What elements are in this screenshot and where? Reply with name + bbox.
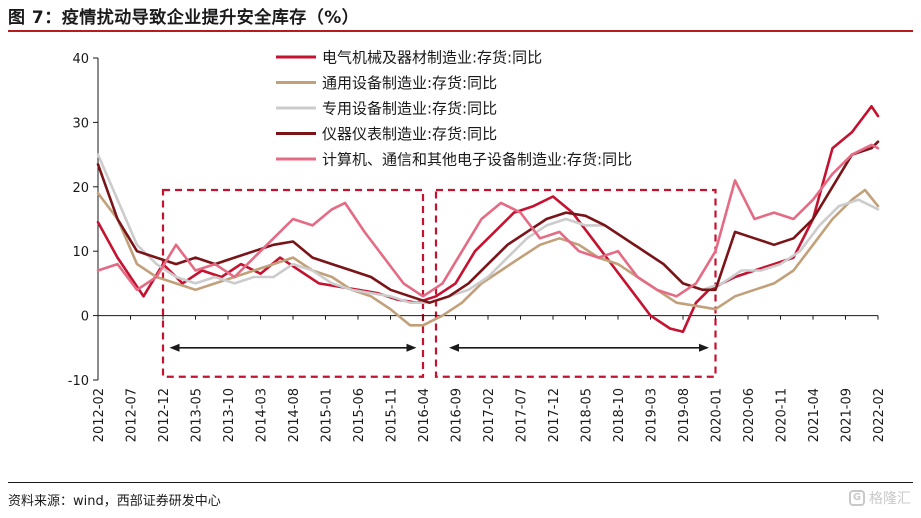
legend-label: 电气机械及器材制造业:存货:同比 [322,49,542,67]
x-tick-label: 2014-08 [287,388,302,442]
x-tick-label: 2019-08 [677,388,692,442]
x-tick-label: 2017-02 [482,388,497,442]
y-tick-label: 40 [72,52,89,67]
x-tick-label: 2017-07 [515,388,530,442]
series-line-4 [96,140,880,304]
page-title: 图 7：疫情扰动导致企业提升安全库存（%） [8,8,360,28]
x-tick-label: 2018-10 [612,388,627,442]
highlight-box-2 [434,188,717,378]
legend-item-2: 通用设备制造业:存货:同比 [276,74,497,92]
y-tick-label: 10 [72,245,89,260]
x-tick-label: 2018-05 [580,388,595,442]
x-tick-label: 2020-11 [775,388,790,442]
y-tick-label: 30 [72,116,89,131]
series-layer [96,105,880,333]
series-line-3 [96,153,880,304]
x-tick-label: 2019-03 [645,388,660,442]
x-tick-label: 2013-05 [190,388,205,442]
legend-label: 通用设备制造业:存货:同比 [322,74,497,92]
legend-item-1: 电气机械及器材制造业:存货:同比 [276,49,542,67]
x-tick-label: 2015-01 [320,388,335,442]
legend-label: 计算机、通信和其他电子设备制造业:存货:同比 [322,151,632,169]
x-tick-label: 2015-11 [385,388,400,442]
watermark-icon: G [849,490,865,506]
x-tick-label: 2021-09 [840,388,855,442]
legend: 电气机械及器材制造业:存货:同比通用设备制造业:存货:同比专用设备制造业:存货:… [276,49,632,169]
source-note: 资料来源：wind，西部证券研发中心 [8,494,221,509]
x-tick-label: 2020-06 [742,388,757,442]
x-tick-label: 2020-01 [710,388,725,442]
y-tick-label: 0 [81,310,89,325]
watermark-text: 格隆汇 [869,491,911,507]
legend-item-5: 计算机、通信和其他电子设备制造业:存货:同比 [276,151,632,169]
series-line-2 [96,188,880,327]
x-tick-label: 2016-09 [450,388,465,442]
axes-layer: -10 0 10 20 30 40 2012-02 2012-07 2012-12 2013-05… [68,52,887,442]
legend-item-4: 仪器仪表制造业:存货:同比 [276,125,497,143]
x-tick-label: 2012-12 [157,388,172,442]
x-tick-label: 2012-02 [92,388,107,442]
watermark: G 格隆汇 [849,488,911,508]
x-tick-label: 2015-06 [352,388,367,442]
legend-item-3: 专用设备制造业:存货:同比 [276,100,497,118]
y-tick-label: 20 [72,181,89,196]
x-tick-label: 2021-04 [807,388,822,442]
x-tick-label: 2012-07 [125,388,140,442]
period-arrow [169,343,417,352]
source-divider [8,482,913,483]
period-arrow [449,343,709,352]
legend-label: 专用设备制造业:存货:同比 [322,100,497,118]
x-tick-label: 2014-03 [255,388,270,442]
title-divider [8,30,913,32]
line-chart: -10 0 10 20 30 40 2012-02 2012-07 2012-12 2013-05… [68,49,887,443]
x-tick-label: 2017-12 [547,388,562,442]
highlight-box-1 [161,188,425,378]
x-tick-label: 2016-04 [417,388,432,442]
y-tick-label: -10 [68,374,89,389]
x-tick-label: 2022-02 [872,388,887,442]
annotations-layer [161,188,717,378]
legend-label: 仪器仪表制造业:存货:同比 [322,125,497,143]
x-tick-label: 2013-10 [222,388,237,442]
series-line-5 [96,143,880,298]
